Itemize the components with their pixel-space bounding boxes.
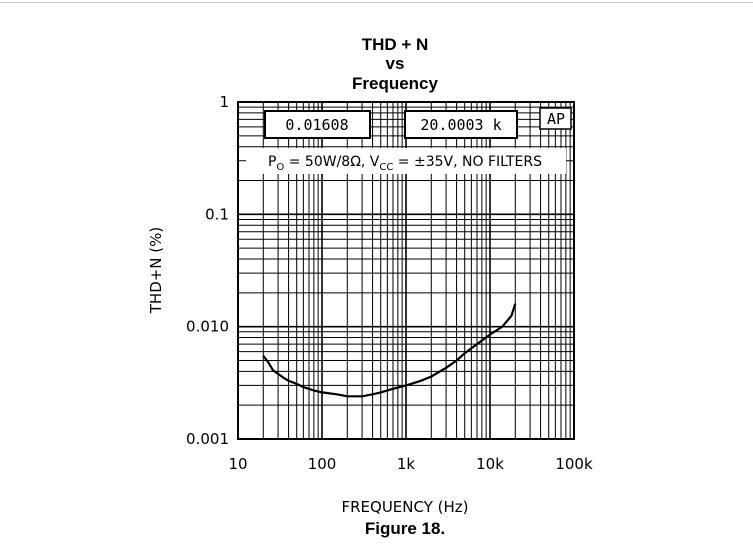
- figure-caption: Figure 18.: [365, 519, 445, 538]
- y-tick-label: 1: [219, 93, 229, 111]
- x-axis-label: FREQUENCY (Hz): [341, 498, 468, 516]
- x-tick-label: 10: [228, 455, 247, 473]
- readout-box-1: [264, 110, 371, 139]
- readout-value-2: 20.0003 k: [420, 116, 501, 134]
- ap-logo-box: [539, 107, 572, 130]
- x-tick-labels: 10 100 1k 10k 100k: [228, 455, 593, 473]
- readout-box-2: [404, 110, 518, 139]
- conditions-box: [246, 148, 566, 174]
- x-tick-label: 100k: [555, 455, 593, 473]
- conditions-text: PO = 50W/8Ω, VCC = ±35V, NO FILTERS: [268, 154, 542, 173]
- top-rule: [0, 2, 753, 3]
- y-tick-labels: 1 0.1 0.010 0.001: [186, 93, 229, 448]
- chart-title-line-1: THD + N: [362, 35, 429, 54]
- ap-logo: AP: [547, 110, 565, 128]
- chart-title-line-2: vs: [386, 54, 405, 73]
- y-tick-label: 0.1: [205, 205, 229, 223]
- chart-title-line-3: Frequency: [352, 74, 439, 93]
- series-line-thd-n: [262, 303, 517, 398]
- x-tick-label: 1k: [397, 455, 416, 473]
- y-tick-label: 0.001: [186, 430, 229, 448]
- x-tick-label: 10k: [476, 455, 504, 473]
- readout-value-1: 0.01608: [285, 116, 348, 134]
- y-axis-label: THD+N (%): [147, 227, 165, 315]
- plot-frame: [237, 101, 575, 440]
- x-tick-label: 100: [308, 455, 337, 473]
- y-tick-label: 0.010: [186, 318, 229, 336]
